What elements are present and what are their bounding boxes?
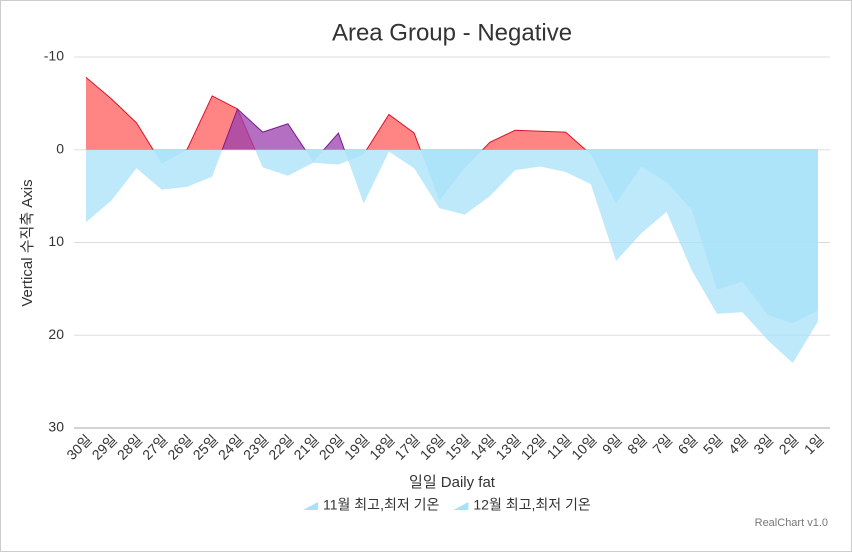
area-negative (86, 77, 818, 150)
y-tick-label: 20 (48, 326, 64, 342)
y-tick-label: 30 (48, 419, 64, 435)
area-line-negative (85, 77, 587, 150)
x-axis-title: 일일 Daily fat (409, 474, 496, 491)
y-tick-label: -10 (44, 48, 64, 64)
legend-label: 11월 최고,최저 기온 (323, 497, 439, 513)
y-tick-label: 0 (56, 140, 64, 156)
area-positive (86, 149, 818, 364)
y-tick-label: 10 (48, 233, 64, 249)
legend-label: 12월 최고,최저 기온 (473, 497, 591, 513)
chart-title: Area Group - Negative (332, 19, 572, 46)
y-axis-title: Vertical 수직축 Axis (19, 179, 36, 306)
legend-swatch (453, 502, 469, 510)
area-negative (86, 108, 818, 150)
legend-swatch (303, 502, 318, 510)
credit: RealChart v1.0 (755, 517, 828, 529)
